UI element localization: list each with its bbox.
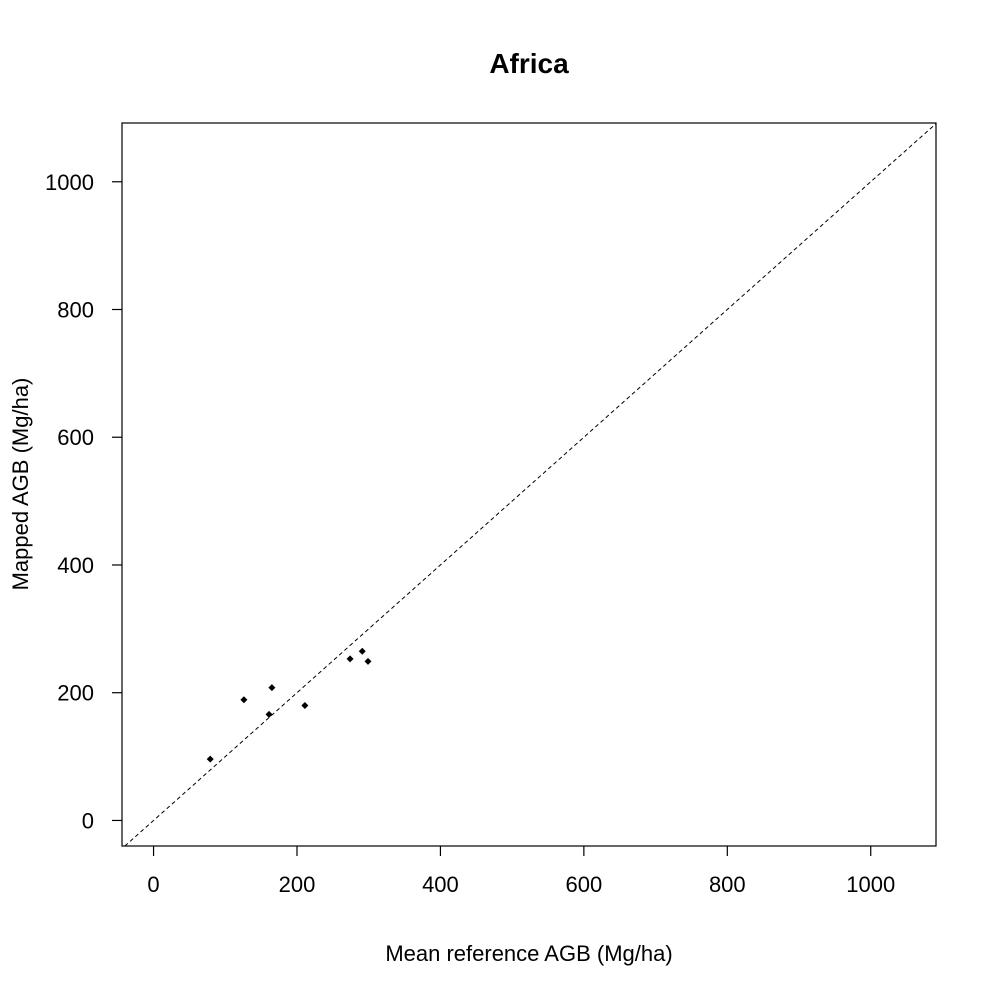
y-tick-label-600: 600 — [57, 425, 94, 450]
data-point-8 — [364, 657, 372, 665]
x-tick-label-400: 400 — [422, 872, 459, 897]
x-tick-label-800: 800 — [709, 872, 746, 897]
y-tick-label-200: 200 — [57, 681, 94, 706]
x-tick-label-0: 0 — [147, 872, 159, 897]
data-point-2 — [240, 696, 248, 704]
data-point-4 — [268, 684, 276, 692]
x-axis-label: Mean reference AGB (Mg/ha) — [385, 941, 672, 966]
data-point-5 — [301, 701, 309, 709]
x-tick-label-600: 600 — [566, 872, 603, 897]
data-point-3 — [265, 710, 273, 718]
data-point-1 — [206, 755, 214, 763]
x-tick-label-200: 200 — [279, 872, 316, 897]
data-point-6 — [346, 655, 354, 663]
y-tick-label-0: 0 — [82, 808, 94, 833]
y-axis-label: Mapped AGB (Mg/ha) — [8, 378, 33, 591]
y-tick-label-1000: 1000 — [45, 170, 94, 195]
y-tick-label-800: 800 — [57, 297, 94, 322]
y-tick-label-400: 400 — [57, 553, 94, 578]
chart-title: Africa — [489, 48, 569, 79]
data-point-7 — [358, 647, 366, 655]
one-to-one-line — [124, 123, 937, 847]
x-tick-label-1000: 1000 — [846, 872, 895, 897]
plot-area — [121, 122, 937, 847]
